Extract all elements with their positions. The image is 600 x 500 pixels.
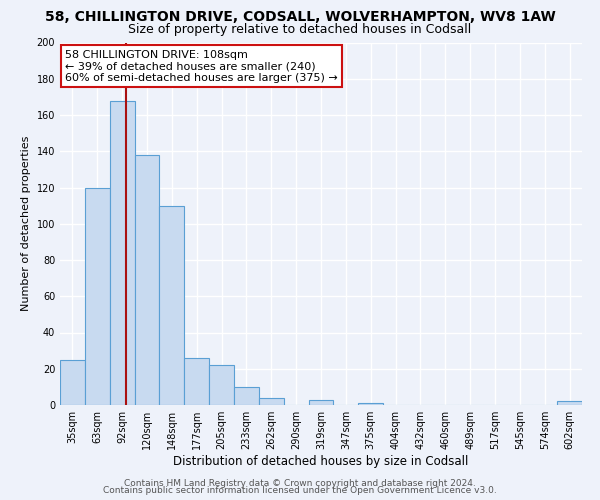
Bar [308,400,334,405]
Text: 58, CHILLINGTON DRIVE, CODSALL, WOLVERHAMPTON, WV8 1AW: 58, CHILLINGTON DRIVE, CODSALL, WOLVERHA… [44,10,556,24]
Bar [160,206,184,405]
Bar [557,402,582,405]
Bar [184,358,209,405]
Text: Contains public sector information licensed under the Open Government Licence v3: Contains public sector information licen… [103,486,497,495]
Text: Contains HM Land Registry data © Crown copyright and database right 2024.: Contains HM Land Registry data © Crown c… [124,478,476,488]
Bar [234,387,259,405]
Y-axis label: Number of detached properties: Number of detached properties [21,136,31,312]
Bar [110,100,134,405]
Bar [358,403,383,405]
X-axis label: Distribution of detached houses by size in Codsall: Distribution of detached houses by size … [173,455,469,468]
Bar [259,398,284,405]
Text: Size of property relative to detached houses in Codsall: Size of property relative to detached ho… [128,22,472,36]
Bar [134,155,160,405]
Text: 58 CHILLINGTON DRIVE: 108sqm
← 39% of detached houses are smaller (240)
60% of s: 58 CHILLINGTON DRIVE: 108sqm ← 39% of de… [65,50,338,83]
Bar [209,365,234,405]
Bar [60,360,85,405]
Bar [85,188,110,405]
